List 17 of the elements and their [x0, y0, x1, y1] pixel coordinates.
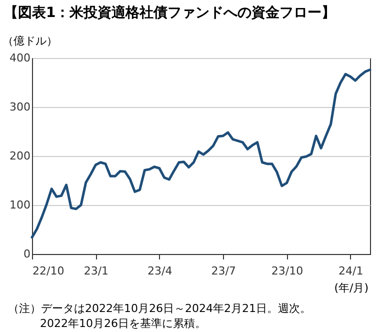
chart-title: 【図表1：米投資適格社債ファンドへの資金フロー】 — [3, 4, 337, 23]
x-tick-label: 23/4 — [148, 264, 172, 278]
y-tick-label: 200 — [10, 150, 30, 162]
y-tick-label: 0 — [24, 248, 30, 260]
x-tick-label: 23/1 — [84, 264, 109, 278]
text: （注）データは2022年10月26日～2024年2月21日。週次。 — [8, 301, 312, 316]
y-tick-label: 400 — [10, 52, 30, 64]
x-tick-label: 22/10 — [32, 264, 64, 278]
y-tick-label: 300 — [10, 100, 30, 114]
x-tick-label: 23/10 — [271, 264, 304, 278]
y-axis-title: （億ドル） — [2, 34, 58, 48]
x-axis-title: (年/月) — [334, 282, 368, 294]
line-series — [30, 68, 372, 239]
x-tick-label: 23/7 — [211, 264, 236, 278]
y-tick-label: 100 — [10, 198, 30, 212]
x-tick-label: 24/1 — [338, 264, 364, 278]
text: 2022年10月26日を基準に累積。 — [39, 316, 207, 331]
